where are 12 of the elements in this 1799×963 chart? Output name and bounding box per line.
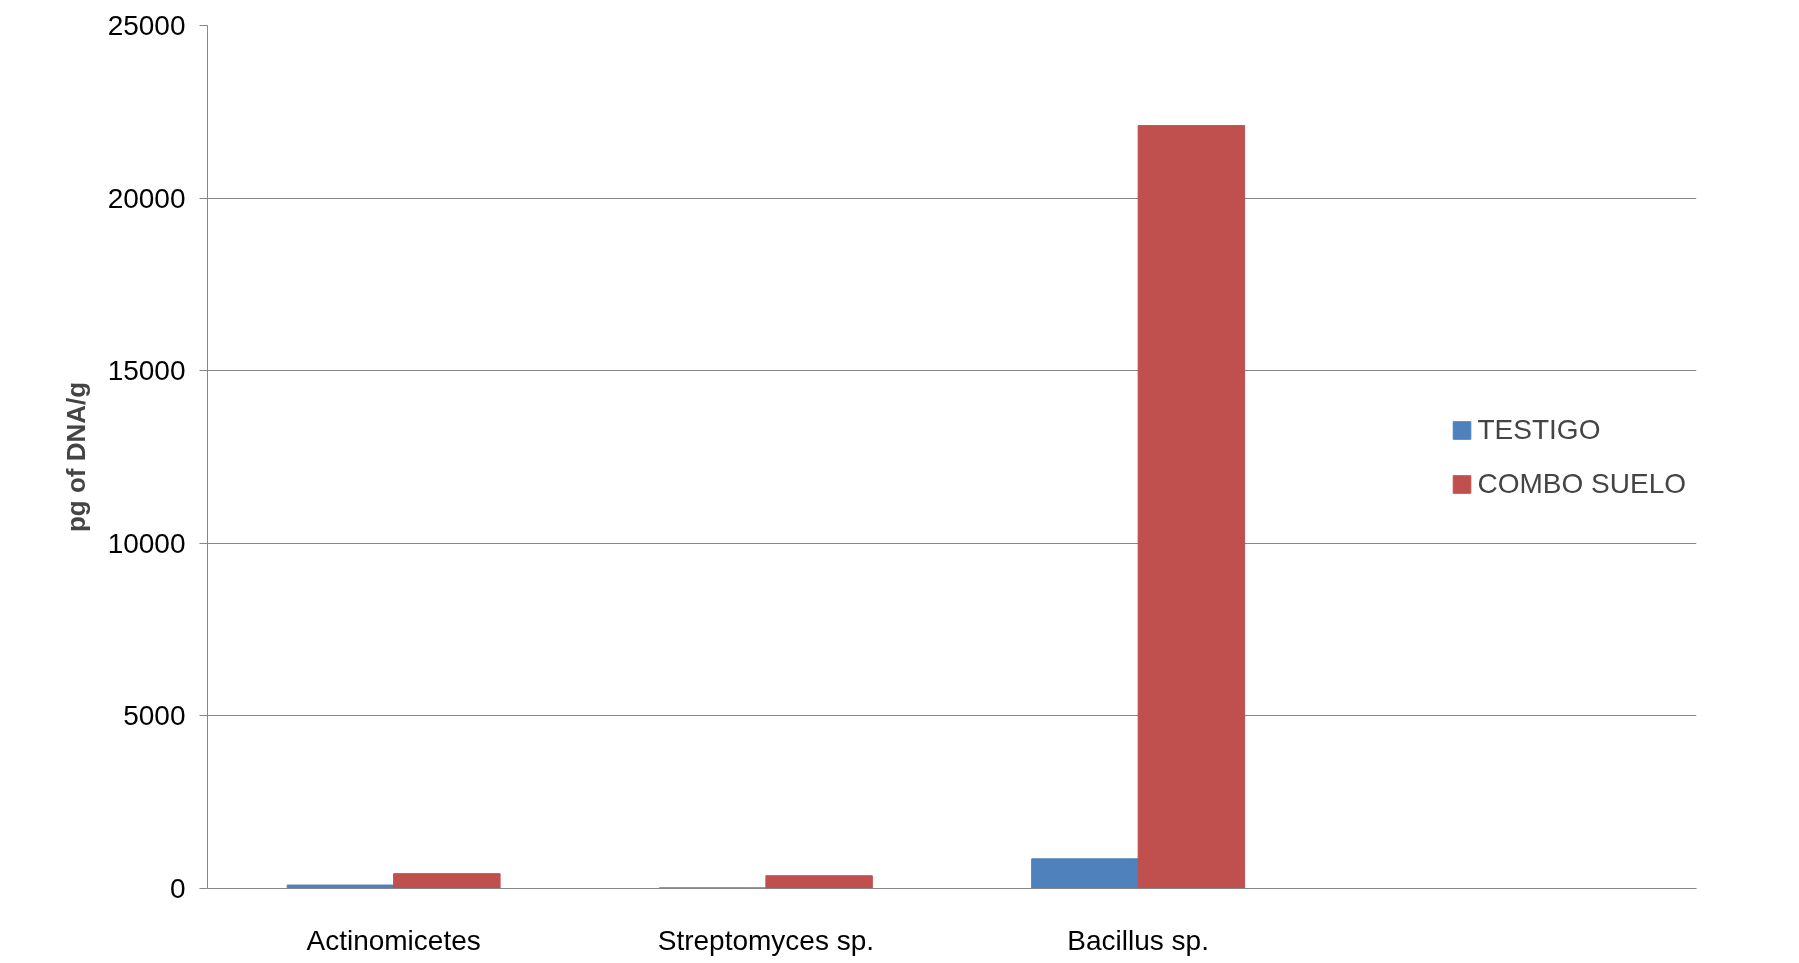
x-tick-label: Actinomicetes bbox=[306, 924, 481, 956]
y-tick-label: 10000 bbox=[107, 527, 186, 559]
legend-label: TESTIGO bbox=[1477, 413, 1601, 446]
x-tick-label: Streptomyces sp. bbox=[657, 924, 875, 956]
y-tick-label: 15000 bbox=[107, 355, 186, 387]
y-axis-title: pg of DNA/g bbox=[60, 381, 91, 533]
y-tick-label: 20000 bbox=[107, 182, 186, 214]
x-tick-label: Bacillus sp. bbox=[1067, 924, 1209, 956]
legend-label: COMBO SUELO bbox=[1477, 467, 1686, 500]
y-tick-label: 5000 bbox=[123, 700, 186, 732]
y-tick-label: 25000 bbox=[107, 10, 186, 41]
y-tick-label: 0 bbox=[169, 873, 186, 904]
